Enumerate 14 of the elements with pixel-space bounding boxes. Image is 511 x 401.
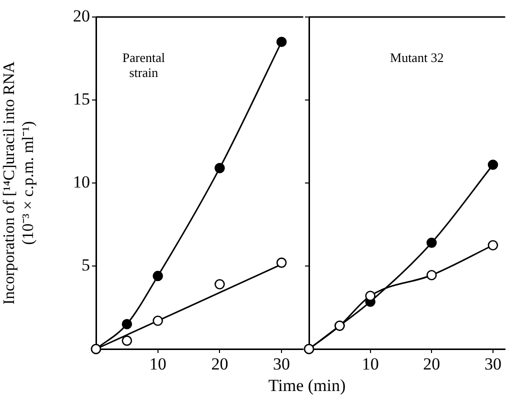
x-tick-label: 30 — [273, 354, 290, 374]
y-tick-label: 10 — [73, 172, 90, 192]
x-tick-label: 20 — [211, 354, 228, 374]
y-tick-label: 20 — [73, 6, 90, 26]
x-tick-label: 10 — [149, 354, 166, 374]
x-axis-title: Time (min) — [267, 376, 347, 396]
x-tick-label: 20 — [423, 354, 440, 374]
y-tick-label: 5 — [82, 255, 90, 274]
text: Parental strain — [122, 50, 166, 80]
x-tick-label: 30 — [484, 354, 502, 374]
y-axis-title: Incorporation of [¹⁴C]uracil into RNA (10⁻³ × c.p.m. ml⁻¹) — [0, 60, 38, 305]
x-tick-label: 10 — [362, 354, 379, 374]
y-tick-label: 15 — [73, 89, 90, 108]
text: Mutant 32 — [390, 50, 444, 65]
